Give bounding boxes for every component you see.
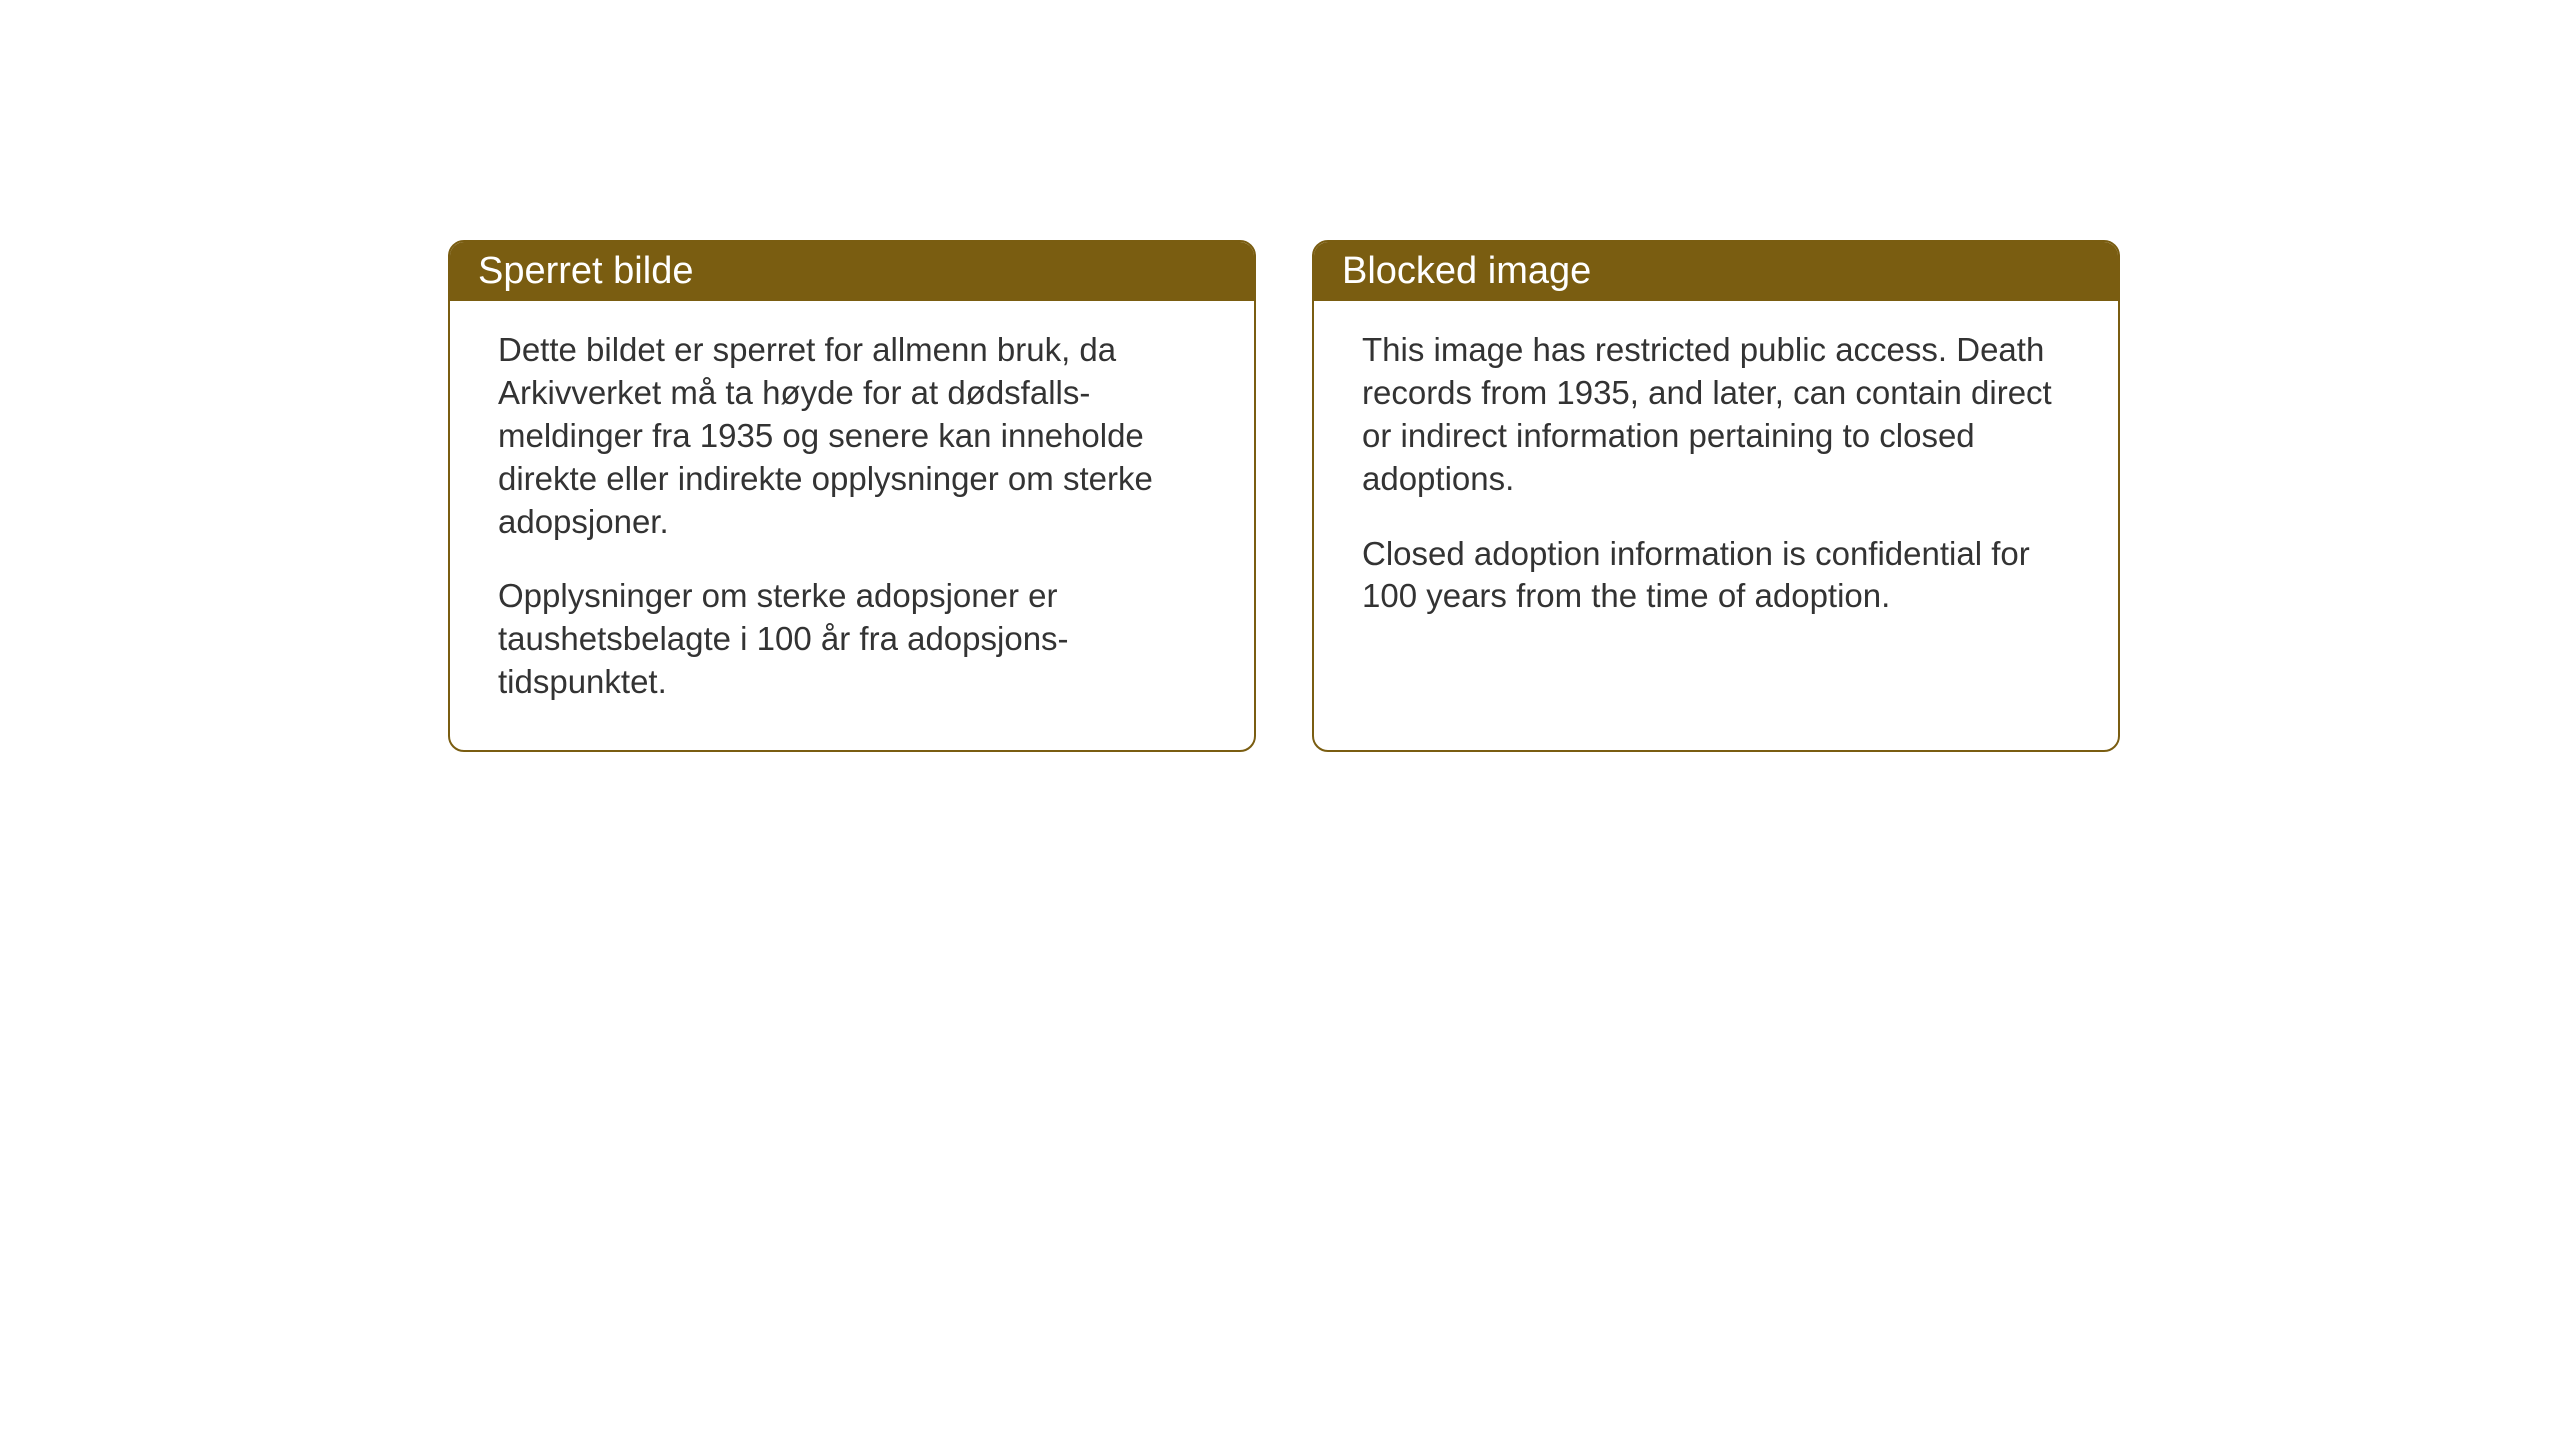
paragraph-english-1: This image has restricted public access.… xyxy=(1362,329,2070,501)
paragraph-norwegian-2: Opplysninger om sterke adopsjoner er tau… xyxy=(498,575,1206,704)
info-box-english: Blocked image This image has restricted … xyxy=(1312,240,2120,752)
paragraph-english-2: Closed adoption information is confident… xyxy=(1362,533,2070,619)
info-box-header-english: Blocked image xyxy=(1314,242,2118,301)
paragraph-norwegian-1: Dette bildet er sperret for allmenn bruk… xyxy=(498,329,1206,543)
info-box-header-norwegian: Sperret bilde xyxy=(450,242,1254,301)
info-box-body-english: This image has restricted public access.… xyxy=(1314,301,2118,654)
info-box-norwegian: Sperret bilde Dette bildet er sperret fo… xyxy=(448,240,1256,752)
info-boxes-container: Sperret bilde Dette bildet er sperret fo… xyxy=(448,240,2120,752)
info-box-body-norwegian: Dette bildet er sperret for allmenn bruk… xyxy=(450,301,1254,740)
